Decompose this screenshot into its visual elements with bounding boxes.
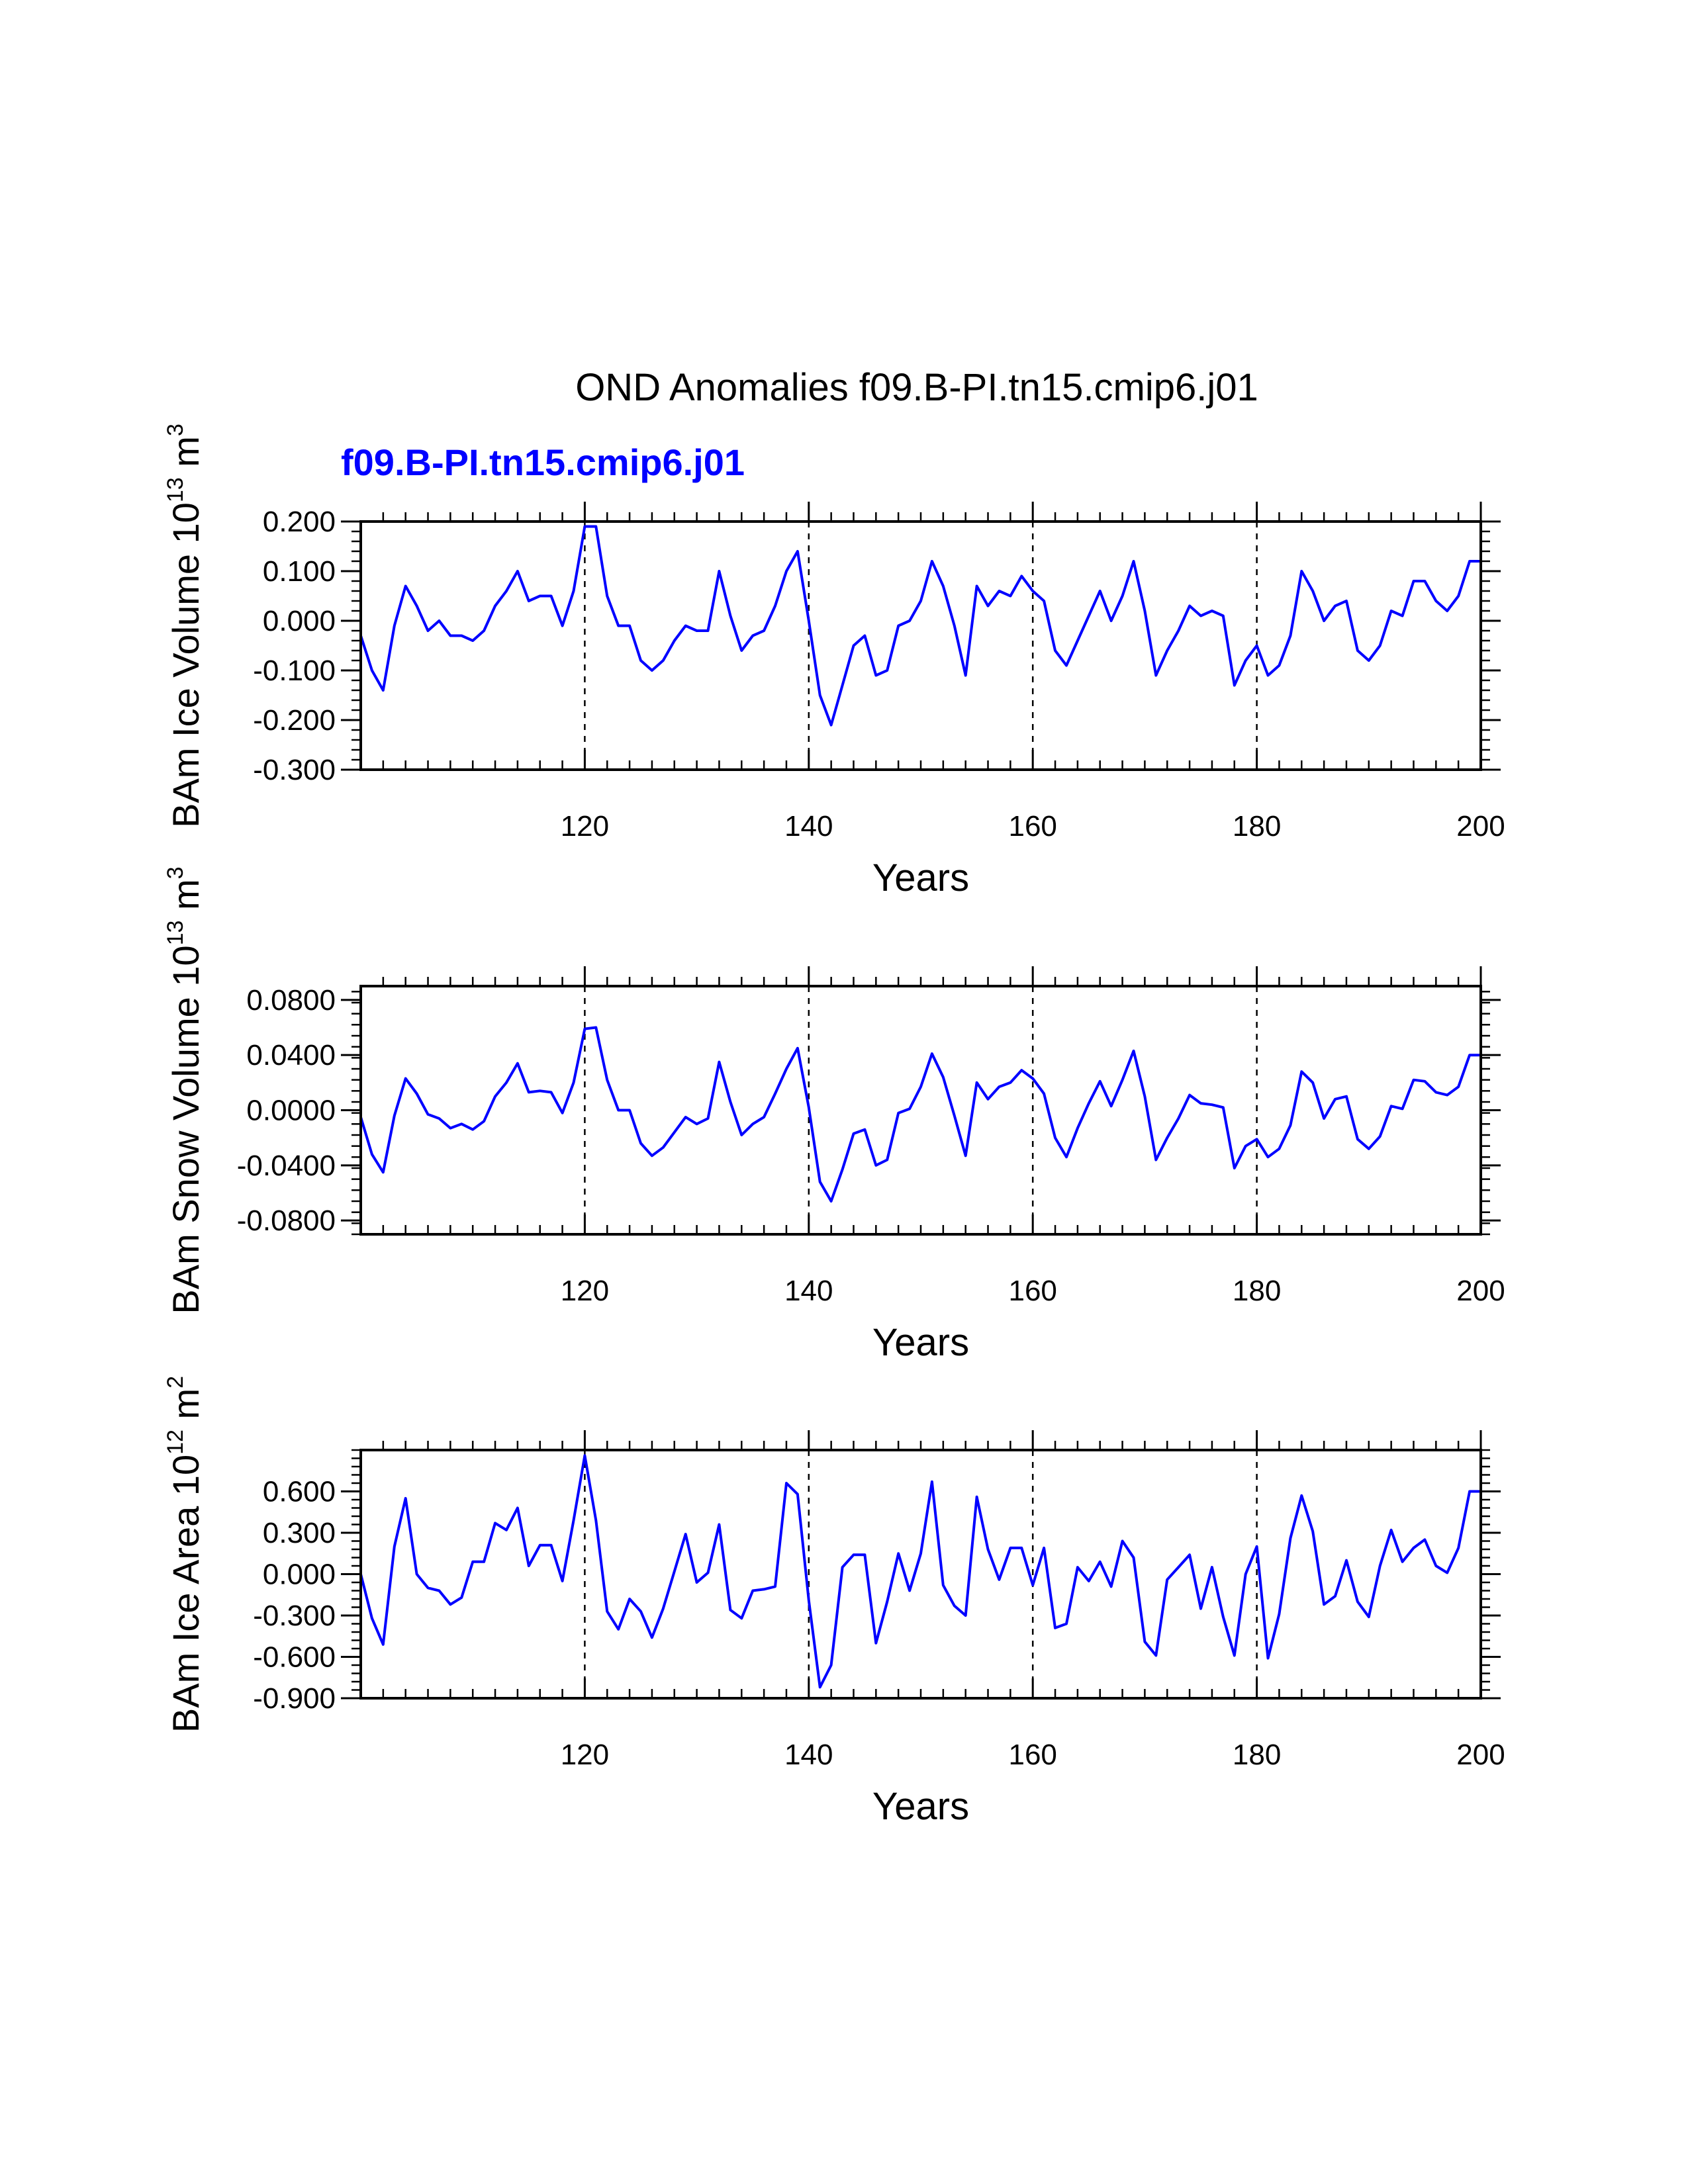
y-tick-label: 0.600: [263, 1476, 336, 1508]
x-tick-label: 160: [1008, 1739, 1056, 1771]
plot-frame: [359, 520, 1482, 771]
y-tick-label: -0.600: [253, 1641, 336, 1674]
x-tick-label: 160: [1008, 810, 1056, 842]
plot-frame: [359, 985, 1482, 1236]
y-tick-label: -0.0800: [237, 1205, 336, 1237]
x-tick-label: 120: [561, 1275, 609, 1307]
x-tick-label: 200: [1456, 1275, 1505, 1307]
x-tick-label: 160: [1008, 1275, 1056, 1307]
y-axis-title-exp: 13: [163, 921, 188, 946]
y-tick-label: -0.300: [253, 1600, 336, 1632]
x-tick-label: 140: [784, 1275, 833, 1307]
x-axis-title: Years: [872, 1321, 969, 1364]
x-tick-label: 180: [1233, 1739, 1281, 1771]
x-tick-label: 140: [784, 810, 833, 842]
y-tick-label: 0.000: [263, 605, 336, 637]
y-tick-label: 0.300: [263, 1517, 336, 1549]
y-axis-title-unit-exp: 3: [163, 424, 188, 436]
y-tick-label: -0.900: [253, 1682, 336, 1715]
x-tick-label: 120: [561, 810, 609, 842]
y-axis-title-main: BAm Snow Volume 10: [165, 945, 207, 1314]
y-axis-title-main: BAm Ice Volume 10: [165, 502, 207, 828]
y-tick-label: -0.100: [253, 655, 336, 687]
series-line: [359, 1454, 1482, 1689]
x-tick-label: 180: [1233, 1275, 1281, 1307]
panel-2: -0.0800 -0.0400 0.0000 0.0400 0.0800 120 140 16…: [163, 866, 1505, 1364]
y-axis-title-unit: m: [165, 879, 207, 920]
y-tick-label: -0.300: [253, 754, 336, 786]
y-tick-label: 0.0000: [246, 1095, 336, 1127]
series-line: [359, 1026, 1482, 1203]
y-axis-title-unit-exp: 3: [163, 866, 188, 879]
y-tick-label: 0.0400: [246, 1039, 336, 1071]
y-tick-label: 0.100: [263, 555, 336, 588]
y-tick-label: 0.000: [263, 1559, 336, 1591]
y-axis-title: BAm Ice Area 1012 m2: [163, 1376, 207, 1733]
x-axis-title: Years: [872, 856, 969, 899]
x-tick-label: 120: [561, 1739, 609, 1771]
panel-1: -0.300 -0.200 -0.100 0.000 0.100 0.200 120 140 1…: [163, 424, 1505, 899]
x-tick-label: 140: [784, 1739, 833, 1771]
y-axis-title-exp: 13: [163, 477, 188, 502]
x-tick-label: 180: [1233, 810, 1281, 842]
plot-frame: [359, 1449, 1482, 1700]
y-axis-title: BAm Ice Volume 1013 m3: [163, 424, 207, 828]
panels: -0.300 -0.200 -0.100 0.000 0.100 0.200 120 140 1…: [163, 424, 1505, 1828]
panel-3: -0.900 -0.600 -0.300 0.000 0.300 0.600 120 140 1…: [163, 1376, 1505, 1828]
y-axis-title: BAm Snow Volume 1013 m3: [163, 866, 207, 1314]
y-axis-title-main: BAm Ice Area 10: [165, 1455, 207, 1733]
y-tick-label: 0.0800: [246, 984, 336, 1017]
y-axis-title-exp: 12: [163, 1430, 188, 1455]
y-axis-title-unit: m: [165, 436, 207, 477]
case-label: f09.B-PI.tn15.cmip6.j01: [341, 441, 745, 483]
series-line: [359, 525, 1482, 727]
figure-title: OND Anomalies f09.B-PI.tn15.cmip6.j01: [575, 366, 1258, 409]
x-tick-label: 200: [1456, 810, 1505, 842]
x-axis-title: Years: [872, 1785, 969, 1828]
y-tick-label: 0.200: [263, 506, 336, 538]
y-axis-title-unit-exp: 2: [163, 1376, 188, 1388]
x-tick-label: 200: [1456, 1739, 1505, 1771]
y-axis-title-unit: m: [165, 1388, 207, 1430]
y-tick-label: -0.0400: [237, 1150, 336, 1182]
y-tick-label: -0.200: [253, 704, 336, 737]
